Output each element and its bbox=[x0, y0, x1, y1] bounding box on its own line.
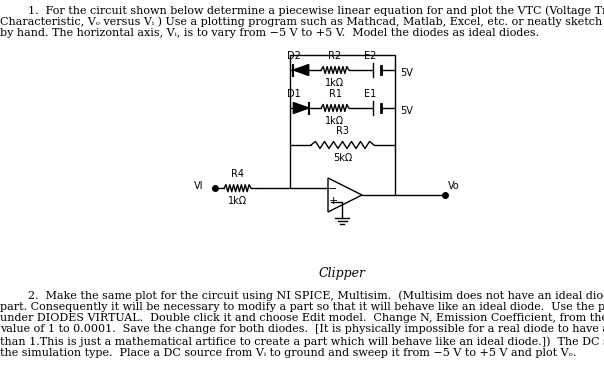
Text: R3: R3 bbox=[336, 126, 349, 136]
Text: 5kΩ: 5kΩ bbox=[333, 153, 352, 163]
Text: than 1.This is just a mathematical artifice to create a part which will behave l: than 1.This is just a mathematical artif… bbox=[0, 336, 604, 346]
Text: +: + bbox=[329, 196, 338, 206]
Text: E2: E2 bbox=[364, 51, 376, 61]
Text: 1.  For the circuit shown below determine a piecewise linear equation for and pl: 1. For the circuit shown below determine… bbox=[0, 5, 604, 15]
Text: VI: VI bbox=[193, 181, 203, 191]
Text: D1: D1 bbox=[287, 89, 301, 99]
Text: 1kΩ: 1kΩ bbox=[326, 116, 344, 126]
Text: E1: E1 bbox=[364, 89, 376, 99]
Text: by hand. The horizontal axis, Vᵢ, is to vary from −5 V to +5 V.  Model the diode: by hand. The horizontal axis, Vᵢ, is to … bbox=[0, 28, 539, 38]
Text: D2: D2 bbox=[287, 51, 301, 61]
Text: under DIODES VIRTUAL.  Double click it and choose Edit model.  Change N, Emissio: under DIODES VIRTUAL. Double click it an… bbox=[0, 313, 604, 323]
Text: 5V: 5V bbox=[400, 106, 413, 116]
Text: −: − bbox=[329, 184, 338, 194]
Text: R1: R1 bbox=[329, 89, 341, 99]
Text: the simulation type.  Place a DC source from Vᵢ to ground and sweep it from −5 V: the simulation type. Place a DC source f… bbox=[0, 348, 576, 358]
Text: part. Consequently it will be necessary to modify a part so that it will behave : part. Consequently it will be necessary … bbox=[0, 301, 604, 311]
Polygon shape bbox=[294, 65, 309, 75]
Text: R4: R4 bbox=[231, 169, 245, 179]
Text: 1kΩ: 1kΩ bbox=[228, 196, 248, 206]
Text: value of 1 to 0.0001.  Save the change for both diodes.  [It is physically impos: value of 1 to 0.0001. Save the change fo… bbox=[0, 325, 604, 335]
Text: Vo: Vo bbox=[448, 181, 460, 191]
Text: Characteristic, Vₒ versus Vᵢ ) Use a plotting program such as Mathcad, Matlab, E: Characteristic, Vₒ versus Vᵢ ) Use a plo… bbox=[0, 17, 604, 27]
Polygon shape bbox=[294, 102, 309, 114]
Polygon shape bbox=[328, 178, 362, 212]
Text: R2: R2 bbox=[329, 51, 342, 61]
Text: 2.  Make the same plot for the circuit using NI SPICE, Multisim.  (Multisim does: 2. Make the same plot for the circuit us… bbox=[0, 290, 604, 301]
Text: Clipper: Clipper bbox=[319, 267, 366, 280]
Text: 5V: 5V bbox=[400, 68, 413, 78]
Text: 1kΩ: 1kΩ bbox=[326, 78, 344, 88]
